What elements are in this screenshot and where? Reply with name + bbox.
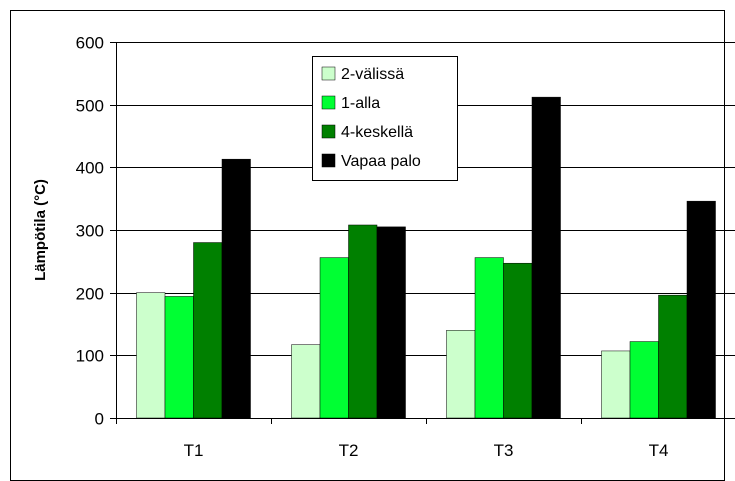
- x-tick-label: T3: [494, 441, 514, 460]
- legend-label: 2-välissä: [341, 66, 404, 83]
- x-tick-label: T2: [339, 441, 359, 460]
- y-tick-label: 100: [76, 347, 104, 366]
- bar: [686, 200, 716, 419]
- bar: [531, 96, 561, 419]
- legend: 2-välissä 1-alla 4-keskellä Vapaa palo: [312, 56, 458, 181]
- y-tick-label: 300: [76, 222, 104, 241]
- y-ticks: 0 100 200 300 400 500 600: [76, 34, 116, 429]
- legend-swatch: [321, 153, 336, 168]
- legend-swatch: [321, 124, 336, 139]
- bar: [193, 242, 223, 419]
- bar: [376, 226, 406, 419]
- legend-label: Vapaa palo: [341, 153, 421, 170]
- bar: [629, 341, 659, 419]
- bar: [164, 296, 194, 419]
- legend-swatch: [321, 95, 336, 110]
- bar: [601, 350, 631, 419]
- x-tick-label: T4: [649, 441, 669, 460]
- legend-label: 1-alla: [341, 95, 380, 112]
- bar: [503, 262, 533, 419]
- bar: [348, 224, 378, 419]
- y-tick-label: 400: [76, 159, 104, 178]
- bar: [446, 330, 476, 419]
- bar: [221, 158, 251, 419]
- bar: [658, 294, 688, 419]
- bar: [136, 292, 166, 419]
- y-axis-title: Lämpötila (°C): [32, 179, 49, 281]
- y-tick-label: 0: [95, 410, 104, 429]
- bar: [474, 257, 504, 419]
- bar: [291, 344, 321, 419]
- bars: [136, 96, 716, 419]
- y-tick-label: 600: [76, 34, 104, 53]
- y-tick-label: 500: [76, 97, 104, 116]
- y-tick-label: 200: [76, 285, 104, 304]
- bar: [319, 257, 349, 419]
- legend-label: 4-keskellä: [341, 124, 413, 141]
- x-tick-label: T1: [184, 441, 204, 460]
- legend-box: [312, 56, 458, 181]
- x-ticks: T1 T2 T3 T4: [116, 418, 669, 460]
- legend-swatch: [321, 66, 336, 81]
